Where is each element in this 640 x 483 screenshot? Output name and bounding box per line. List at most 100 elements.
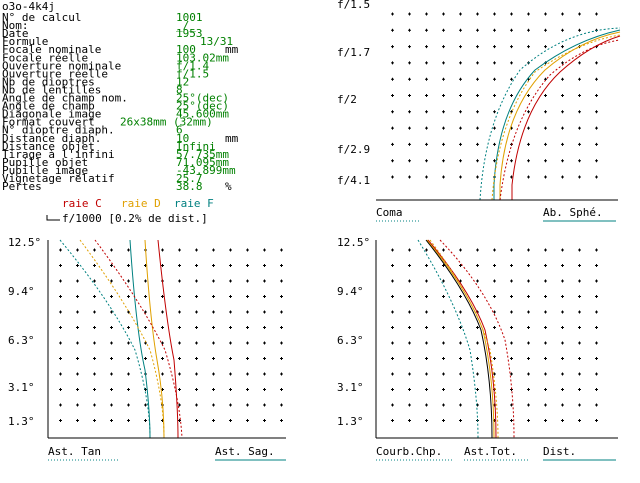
grid-mark <box>459 248 462 252</box>
legend-raie-f: raie F <box>174 197 214 210</box>
grid-mark <box>578 403 581 407</box>
grid-mark <box>195 310 198 314</box>
grid-mark <box>459 175 462 179</box>
grid-mark <box>442 61 445 65</box>
grid-mark <box>246 279 249 283</box>
grid-mark <box>442 295 445 298</box>
grid-mark <box>110 310 113 314</box>
param-value: 45.600mm <box>176 108 229 121</box>
astigmatism-chart-curves <box>59 239 183 439</box>
grid-mark <box>93 326 96 329</box>
legend-scale: f/1000 [0.2% de dist.] <box>62 212 208 225</box>
grid-mark <box>161 264 164 267</box>
grid-mark <box>93 295 96 298</box>
grid-mark <box>476 110 479 114</box>
grid-mark <box>59 310 62 314</box>
grid-mark <box>391 295 394 298</box>
grid-mark <box>195 295 198 298</box>
grid-mark <box>280 388 283 391</box>
astigmatism-chart: 12.5° 9.4° 6.3° 3.1° 1.3° Ast. Tan Ast. Sag. <box>8 236 286 461</box>
grid-mark <box>544 45 547 49</box>
param-label: Vignetage relatif <box>2 172 115 185</box>
param-label: Distance diaph. <box>2 132 101 145</box>
grid-mark <box>425 94 428 97</box>
grid-mark <box>229 279 232 283</box>
param-value: 1001 <box>176 11 203 24</box>
grid-mark <box>595 94 598 97</box>
grid-mark <box>93 248 96 252</box>
grid-mark <box>246 248 249 252</box>
grid-mark <box>544 175 547 179</box>
grid-mark <box>578 264 581 267</box>
series-line <box>425 239 493 439</box>
y-tick-label: 12.5° <box>8 236 41 249</box>
grid-mark <box>527 295 530 298</box>
grid-mark <box>59 388 62 391</box>
grid-mark <box>561 341 564 345</box>
series-line <box>511 35 621 200</box>
series-line <box>427 239 497 439</box>
grid-mark <box>510 419 513 422</box>
grid-mark <box>476 248 479 252</box>
grid-mark <box>93 264 96 267</box>
grid-mark <box>459 142 462 146</box>
grid-mark <box>246 341 249 345</box>
grid-mark <box>408 357 411 360</box>
grid-mark <box>561 248 564 252</box>
grid-mark <box>459 341 462 345</box>
param-unit: % <box>225 180 232 193</box>
grid-mark <box>561 419 564 422</box>
legend-raie-d: raie D <box>121 197 161 210</box>
series-line <box>429 239 499 439</box>
grid-mark <box>144 279 147 283</box>
grid-mark <box>178 326 181 329</box>
param-label: Nb de lentilles <box>2 83 101 96</box>
grid-mark <box>195 264 198 267</box>
y-tick-label: 6.3° <box>8 334 35 347</box>
grid-mark <box>93 419 96 422</box>
grid-mark <box>280 372 283 376</box>
param-label: Angle de champ nom. <box>2 92 128 105</box>
grid-mark <box>76 248 79 252</box>
grid-mark <box>76 310 79 314</box>
grid-mark <box>527 248 530 252</box>
grid-mark <box>76 295 79 298</box>
param-value: 25°(dec) <box>176 100 229 113</box>
grid-mark <box>246 388 249 391</box>
grid-mark <box>476 94 479 97</box>
grid-mark <box>442 279 445 283</box>
grid-mark <box>561 159 564 163</box>
grid-mark <box>178 264 181 267</box>
grid-mark <box>561 94 564 97</box>
grid-mark <box>459 357 462 360</box>
grid-mark <box>76 326 79 329</box>
grid-mark <box>408 45 411 49</box>
grid-mark <box>527 357 530 360</box>
param-value: 71.095mm <box>176 156 229 169</box>
grid-mark <box>442 264 445 267</box>
grid-mark <box>476 388 479 391</box>
grid-mark <box>229 295 232 298</box>
grid-mark <box>561 110 564 114</box>
grid-mark <box>263 248 266 252</box>
field-curvature-chart-ylabels: 12.5° 9.4° 6.3° 3.1° 1.3° <box>337 236 370 428</box>
grid-mark <box>476 279 479 283</box>
grid-mark <box>595 295 598 298</box>
grid-mark <box>391 326 394 329</box>
grid-mark <box>527 264 530 267</box>
grid-mark <box>93 341 96 345</box>
grid-mark <box>391 357 394 360</box>
grid-mark <box>493 110 496 114</box>
grid-mark <box>408 110 411 114</box>
grid-mark <box>459 45 462 49</box>
grid-mark <box>493 142 496 146</box>
y-tick-label: 9.4° <box>337 285 364 298</box>
grid-mark <box>127 403 130 407</box>
grid-mark <box>595 61 598 65</box>
grid-mark <box>578 248 581 252</box>
param-value: 57.735mm <box>176 148 229 161</box>
grid-mark <box>93 357 96 360</box>
grid-mark <box>408 12 411 16</box>
y-tick-label: 9.4° <box>8 285 35 298</box>
series-line <box>59 239 151 439</box>
